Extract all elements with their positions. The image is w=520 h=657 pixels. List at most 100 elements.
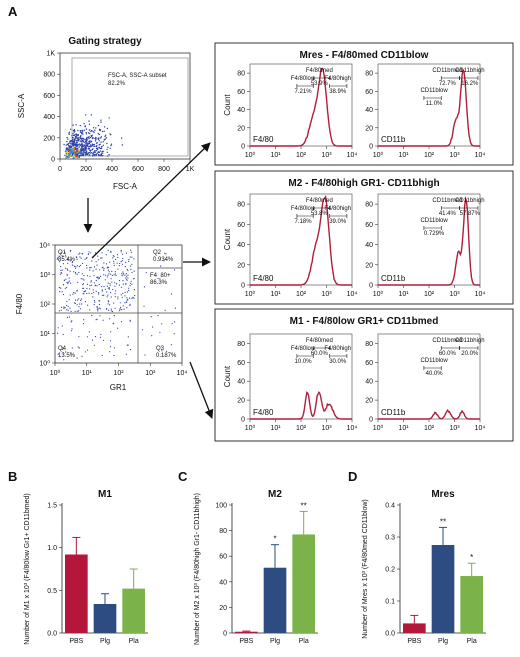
- quadrant-dot: [126, 307, 128, 309]
- quadrant-dot: [103, 274, 105, 276]
- quadrant-dot: [61, 269, 63, 271]
- quadrant-dot: [82, 253, 84, 255]
- histogram-xtick-label: 10⁰: [373, 290, 384, 298]
- med-gate-value: 72.7%: [439, 81, 457, 87]
- scatter-dot: [88, 138, 90, 140]
- quadrant-dot: [109, 351, 111, 353]
- scatter-dot: [104, 138, 106, 140]
- high-gate-value: 16.2%: [461, 81, 479, 87]
- scatter-xtick-label: 600: [132, 166, 144, 173]
- quadrant-dot: [76, 258, 78, 260]
- scatter-dot: [88, 142, 90, 144]
- quadrant-dot: [114, 273, 116, 275]
- quadrant-ylabel: F4/80: [15, 293, 24, 314]
- q1-label: Q1: [58, 250, 67, 256]
- quadrant-dot: [78, 266, 80, 268]
- quadrant-dot: [67, 309, 69, 311]
- bar-ytick-label: 0.0: [385, 631, 395, 638]
- scatter-dot: [104, 134, 107, 136]
- quadrant-dot: [128, 258, 130, 261]
- quadrant-dot: [72, 293, 74, 295]
- high-gate-name: F4/80high: [324, 206, 351, 212]
- quadrant-dot: [107, 303, 109, 305]
- scatter-dot: [97, 132, 100, 135]
- quadrant-dot: [73, 271, 75, 273]
- scatter-dot: [90, 140, 93, 142]
- quadrant-dot: [125, 261, 127, 264]
- histogram-ytick-label: 20: [237, 125, 245, 132]
- quadrant-dot: [131, 263, 133, 265]
- scatter-dot: [88, 154, 90, 156]
- scatter-dot: [86, 136, 88, 139]
- bar-category-label: PBS: [239, 638, 253, 645]
- quadrant-dot: [83, 291, 85, 293]
- scatter-ytick-label: 1K: [46, 51, 55, 58]
- scatter-dot: [91, 129, 93, 132]
- scatter-dot: [81, 152, 83, 154]
- quadrant-dot: [120, 249, 122, 252]
- quadrant-dot: [93, 344, 95, 346]
- quadrant-dot: [174, 269, 176, 271]
- quadrant-dot: [66, 316, 69, 318]
- bar-chart-title: M2: [268, 489, 282, 500]
- scatter-dot: [84, 125, 87, 127]
- quadrant-dot: [65, 278, 67, 280]
- scatter-dense-dot: [72, 149, 75, 153]
- quadrant-dot: [82, 278, 84, 280]
- high-gate-name: F4/80high: [324, 76, 351, 82]
- scatter-dot: [78, 146, 80, 148]
- scatter-dense-dot: [65, 156, 68, 159]
- quadrant-dot: [113, 260, 115, 262]
- scatter-dot: [105, 137, 108, 139]
- q4-label: Q4: [58, 346, 67, 352]
- scatter-dot: [101, 150, 103, 153]
- quadrant-dot: [76, 289, 78, 291]
- quadrant-dot: [112, 255, 114, 257]
- scatter-dot: [85, 140, 87, 143]
- quadrant-dot: [78, 306, 80, 308]
- quadrant-dot: [103, 262, 105, 264]
- quadrant-dot: [101, 354, 103, 357]
- scatter-dot: [72, 134, 75, 137]
- scatter-dot: [94, 153, 96, 156]
- quadrant-dot: [109, 284, 111, 286]
- scatter-dot: [85, 114, 87, 116]
- scatter-dot: [90, 114, 93, 116]
- scatter-dot: [69, 142, 71, 144]
- scatter-dot: [79, 131, 82, 133]
- quadrant-dot: [122, 305, 124, 307]
- scatter-dot: [79, 138, 81, 140]
- quadrant-dot: [122, 292, 124, 294]
- quadrant-dot: [76, 265, 78, 267]
- quadrant-dot: [161, 350, 163, 352]
- scatter-dot: [95, 139, 97, 141]
- quadrant-dot: [71, 328, 73, 330]
- f4-gate-value: 86.3%: [150, 280, 168, 286]
- histograms: 10⁰ 10¹ 10² 10³ 10⁴ 0 20 40 60 80 Count F4/80 F4/80l…: [223, 63, 485, 432]
- bar-ytick-label: 100: [215, 503, 227, 510]
- scatter-dot: [76, 134, 78, 136]
- quadrant-dot: [174, 321, 176, 323]
- histogram-ytick-label: 20: [365, 398, 373, 405]
- quadrant-dot: [96, 285, 98, 287]
- histogram-ytick-label: 0: [369, 144, 373, 151]
- quadrant-dot: [67, 262, 69, 264]
- quadrant-dot: [103, 268, 105, 270]
- quadrant-dot: [57, 332, 59, 334]
- quadrant-dot: [114, 271, 116, 273]
- scatter-dot: [80, 130, 82, 132]
- quadrant-dot: [111, 270, 113, 272]
- scatter-dot: [100, 141, 102, 143]
- bar: [122, 588, 145, 633]
- scatter-xtick-label: 400: [106, 166, 118, 173]
- histogram-xtick-label: 10²: [296, 291, 307, 298]
- high-gate-name: CD11bhigh: [455, 198, 485, 204]
- quadrant-dot: [151, 335, 153, 337]
- histogram-ytick-label: 80: [365, 341, 373, 348]
- scatter-dot: [76, 137, 78, 139]
- quadrant-dot: [91, 260, 93, 262]
- scatter-gate: [71, 57, 189, 157]
- histogram-xtick-label: 10²: [296, 425, 307, 432]
- quadrant-dot: [131, 256, 133, 258]
- scatter-dot: [94, 155, 96, 157]
